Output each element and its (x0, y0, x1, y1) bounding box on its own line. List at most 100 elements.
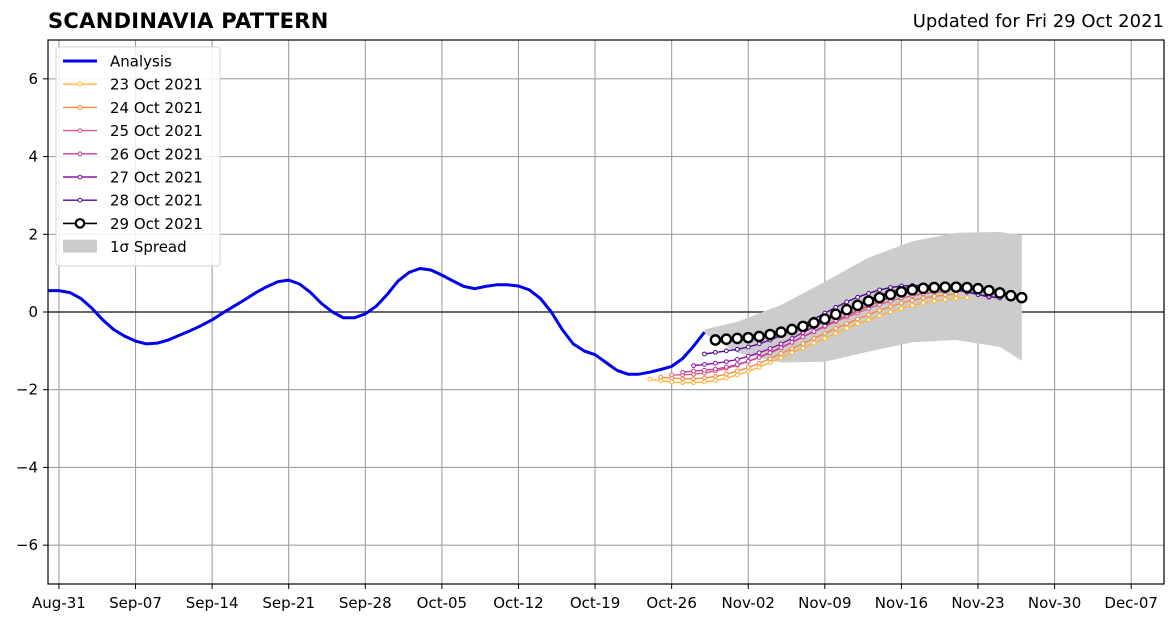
forecast-point (786, 323, 798, 336)
forecast-point (877, 308, 882, 313)
forecast-point (819, 313, 831, 325)
forecast-point (756, 364, 762, 370)
forecast-point (734, 368, 740, 374)
forecast-point (669, 372, 675, 378)
forecast-point (709, 334, 722, 346)
x-tick-label: Sep-14 (186, 594, 239, 612)
forecast-point (713, 350, 718, 355)
forecast-point (909, 297, 915, 303)
forecast-point (713, 360, 718, 366)
forecast-point (691, 363, 696, 369)
x-tick-label: Dec-07 (1104, 594, 1158, 612)
forecast-point (702, 375, 707, 381)
forecast-point (778, 345, 784, 351)
forecast-point (756, 350, 762, 356)
forecast-point (931, 294, 937, 299)
legend-item: 25 Oct 2021 (63, 122, 203, 140)
forecast-point (713, 374, 718, 379)
forecast-point (734, 357, 740, 362)
forecast-point (888, 309, 893, 315)
forecast-point (713, 377, 718, 383)
data-series (48, 232, 1028, 386)
forecast-point (720, 333, 733, 346)
spread-band (704, 232, 1022, 363)
forecast-point (789, 346, 795, 351)
chart-title: SCANDINAVIA PATTERN (48, 9, 329, 33)
forecast-point (731, 332, 744, 345)
forecast-point (742, 331, 755, 344)
forecast-point (844, 299, 850, 305)
forecast-point (745, 353, 751, 359)
legend-marker (77, 151, 83, 157)
forecast-point (983, 284, 995, 297)
legend-marker (77, 105, 83, 110)
legend: Analysis 23 Oct 2021 24 Oct 2021 25 Oct 202… (55, 46, 221, 267)
legend-label: 27 Oct 2021 (110, 169, 203, 187)
forecast-point (964, 295, 970, 301)
forecast-point (855, 321, 861, 327)
legend-label: Analysis (110, 53, 172, 71)
forecast-point (950, 281, 962, 293)
legend-item: 29 Oct 2021 (63, 215, 203, 233)
forecast-point (822, 330, 828, 336)
x-tick-label: Nov-30 (1028, 594, 1081, 612)
forecast-series-24-oct-2021 (658, 291, 959, 382)
forecast-point (866, 317, 871, 323)
y-tick-label: 0 (28, 303, 38, 321)
forecast-point (811, 340, 817, 346)
forecast-point (844, 325, 850, 331)
y-tick-label: −6 (16, 536, 38, 554)
legend-label: 24 Oct 2021 (110, 99, 203, 117)
forecast-point (680, 380, 685, 386)
forecast-point (829, 308, 842, 321)
forecast-point (994, 287, 1006, 299)
forecast-point (877, 313, 882, 319)
forecast-point (658, 374, 664, 380)
forecast-point (767, 346, 773, 351)
forecast-point (734, 372, 740, 378)
forecast-point (888, 304, 893, 309)
forecast-point (669, 379, 675, 385)
forecast-point (723, 348, 729, 354)
forecast-point (723, 364, 729, 370)
forecast-point (895, 285, 908, 298)
x-tick-label: Nov-23 (951, 594, 1004, 612)
forecast-point (811, 329, 817, 334)
forecast-point (734, 362, 740, 367)
legend-label: 29 Oct 2021 (110, 215, 203, 233)
forecast-point (942, 297, 948, 302)
forecast-point (866, 312, 871, 318)
forecast-point (961, 281, 973, 294)
forecast-point (800, 341, 806, 346)
updated-date: Updated for Fri 29 Oct 2021 (912, 11, 1164, 32)
forecast-point (862, 295, 875, 307)
forecast-series-29-oct-2021 (709, 281, 1028, 346)
forecast-point (808, 317, 820, 329)
forecast-point (972, 282, 984, 295)
legend-item: 28 Oct 2021 (63, 192, 203, 210)
forecast-point (800, 345, 806, 351)
legend-label: 26 Oct 2021 (110, 145, 203, 163)
forecast-point (756, 341, 762, 347)
forecast-point (833, 325, 839, 331)
y-tick-label: −2 (16, 381, 38, 399)
x-tick-label: Oct-12 (493, 594, 543, 612)
forecast-point (723, 371, 729, 377)
forecast-point (909, 302, 915, 308)
forecast-point (756, 360, 762, 366)
forecast-point (855, 294, 861, 300)
forecast-point (680, 376, 685, 382)
y-tick-label: 6 (28, 70, 38, 88)
forecast-point (767, 350, 773, 356)
forecast-point (939, 281, 951, 293)
forecast-point (917, 282, 930, 295)
forecast-point (767, 356, 773, 362)
legend-label: 28 Oct 2021 (110, 192, 203, 210)
x-tick-label: Sep-21 (262, 594, 315, 612)
forecast-point (764, 328, 776, 341)
forecast-point (778, 351, 784, 356)
legend-label: 23 Oct 2021 (110, 76, 203, 94)
legend-item: 1σ Spread (63, 238, 187, 256)
forecast-point (928, 281, 941, 294)
